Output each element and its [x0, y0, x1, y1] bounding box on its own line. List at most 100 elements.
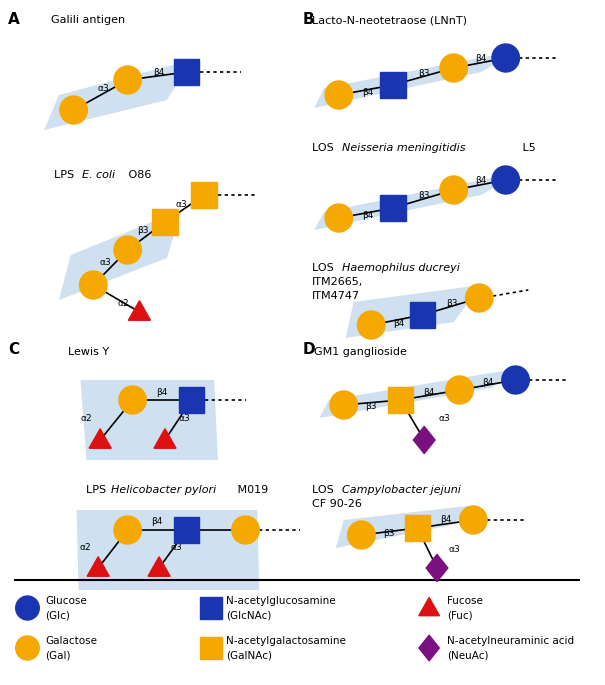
Text: N-acetylneuraminic acid: N-acetylneuraminic acid [447, 636, 574, 646]
Polygon shape [154, 429, 176, 448]
Text: Lacto-N-neotetraose (LNnT): Lacto-N-neotetraose (LNnT) [312, 15, 467, 25]
Bar [178, 387, 204, 413]
Bar [152, 209, 178, 235]
Text: α3: α3 [171, 543, 183, 553]
Text: α3: α3 [176, 199, 188, 208]
Text: (GlcNAc): (GlcNAc) [226, 610, 271, 620]
Text: Glucose: Glucose [45, 596, 87, 606]
Text: N-acetylgalactosamine: N-acetylgalactosamine [226, 636, 345, 646]
Text: E. coli: E. coli [82, 170, 114, 180]
Text: Galactose: Galactose [45, 636, 97, 646]
Circle shape [325, 204, 353, 232]
Polygon shape [336, 505, 476, 548]
Text: β4: β4 [151, 517, 163, 527]
Bar [200, 637, 222, 659]
Circle shape [502, 366, 529, 394]
Polygon shape [148, 557, 170, 576]
Text: β4: β4 [476, 175, 487, 184]
Circle shape [232, 516, 260, 544]
Text: LOS: LOS [312, 143, 338, 153]
Text: LOS: LOS [312, 263, 338, 273]
Text: β3: β3 [365, 401, 377, 410]
Text: D: D [302, 342, 315, 357]
Text: β4: β4 [362, 210, 374, 219]
Polygon shape [128, 301, 151, 321]
Bar [410, 302, 435, 328]
Polygon shape [319, 368, 520, 418]
Text: Campylobacter jejuni: Campylobacter jejuni [342, 485, 460, 495]
Polygon shape [419, 635, 439, 661]
Polygon shape [413, 426, 435, 453]
Polygon shape [426, 554, 448, 582]
Circle shape [119, 386, 146, 414]
Text: (Fuc): (Fuc) [447, 610, 473, 620]
Bar [174, 59, 200, 85]
Bar [388, 387, 413, 413]
Circle shape [16, 636, 39, 660]
Text: α3: α3 [97, 84, 109, 92]
Text: N-acetylglucosamine: N-acetylglucosamine [226, 596, 336, 606]
Text: LPS: LPS [87, 485, 110, 495]
Text: Helicobacter pylori: Helicobacter pylori [111, 485, 216, 495]
Polygon shape [89, 429, 111, 448]
Text: M019: M019 [234, 485, 268, 495]
Polygon shape [87, 557, 110, 576]
Polygon shape [314, 172, 520, 230]
Text: β4: β4 [482, 377, 494, 386]
Bar [405, 515, 430, 541]
Text: (GalNAc): (GalNAc) [226, 650, 272, 660]
Circle shape [465, 284, 493, 312]
Text: β4: β4 [156, 388, 168, 397]
Text: β4: β4 [362, 88, 374, 97]
Text: (Gal): (Gal) [45, 650, 71, 660]
Circle shape [60, 96, 87, 124]
Bar [192, 182, 217, 208]
Text: α3: α3 [449, 545, 460, 553]
Polygon shape [314, 50, 520, 108]
Text: CF 90-26: CF 90-26 [312, 499, 362, 509]
Text: O86: O86 [125, 170, 151, 180]
Text: α3: α3 [178, 414, 191, 423]
Circle shape [79, 271, 107, 299]
Polygon shape [59, 210, 182, 300]
Text: LPS: LPS [54, 170, 77, 180]
Text: ITM4747: ITM4747 [312, 291, 361, 301]
Text: β4: β4 [476, 53, 487, 62]
Circle shape [492, 44, 520, 72]
Bar [174, 517, 200, 543]
Circle shape [358, 311, 385, 339]
Text: C: C [8, 342, 19, 357]
Text: α3: α3 [99, 258, 111, 266]
Text: Neisseria meningitidis: Neisseria meningitidis [342, 143, 465, 153]
Text: α2: α2 [80, 414, 92, 423]
Circle shape [348, 521, 375, 549]
Bar [380, 195, 405, 221]
Text: LOS: LOS [312, 485, 338, 495]
Polygon shape [77, 510, 260, 590]
Circle shape [460, 506, 487, 534]
Polygon shape [345, 285, 481, 338]
Circle shape [446, 376, 473, 404]
Text: β4: β4 [424, 388, 435, 397]
Text: GM1 ganglioside: GM1 ganglioside [314, 347, 407, 357]
Text: β3: β3 [137, 225, 148, 234]
Polygon shape [80, 380, 218, 460]
Text: A: A [8, 12, 19, 27]
Text: α3: α3 [439, 414, 451, 423]
Text: β3: β3 [446, 299, 457, 308]
Polygon shape [419, 597, 439, 616]
Text: Galili antigen: Galili antigen [51, 15, 125, 25]
Circle shape [330, 391, 358, 419]
Circle shape [325, 81, 353, 109]
Text: α2: α2 [80, 543, 91, 553]
Circle shape [114, 516, 142, 544]
Text: Haemophilus ducreyi: Haemophilus ducreyi [342, 263, 460, 273]
Text: β3: β3 [383, 530, 394, 538]
Text: (Glc): (Glc) [45, 610, 70, 620]
Circle shape [440, 54, 468, 82]
Circle shape [114, 66, 142, 94]
Circle shape [114, 236, 142, 264]
Text: α2: α2 [118, 299, 129, 308]
Text: β4: β4 [154, 68, 165, 77]
Text: ITM2665,: ITM2665, [312, 277, 364, 287]
